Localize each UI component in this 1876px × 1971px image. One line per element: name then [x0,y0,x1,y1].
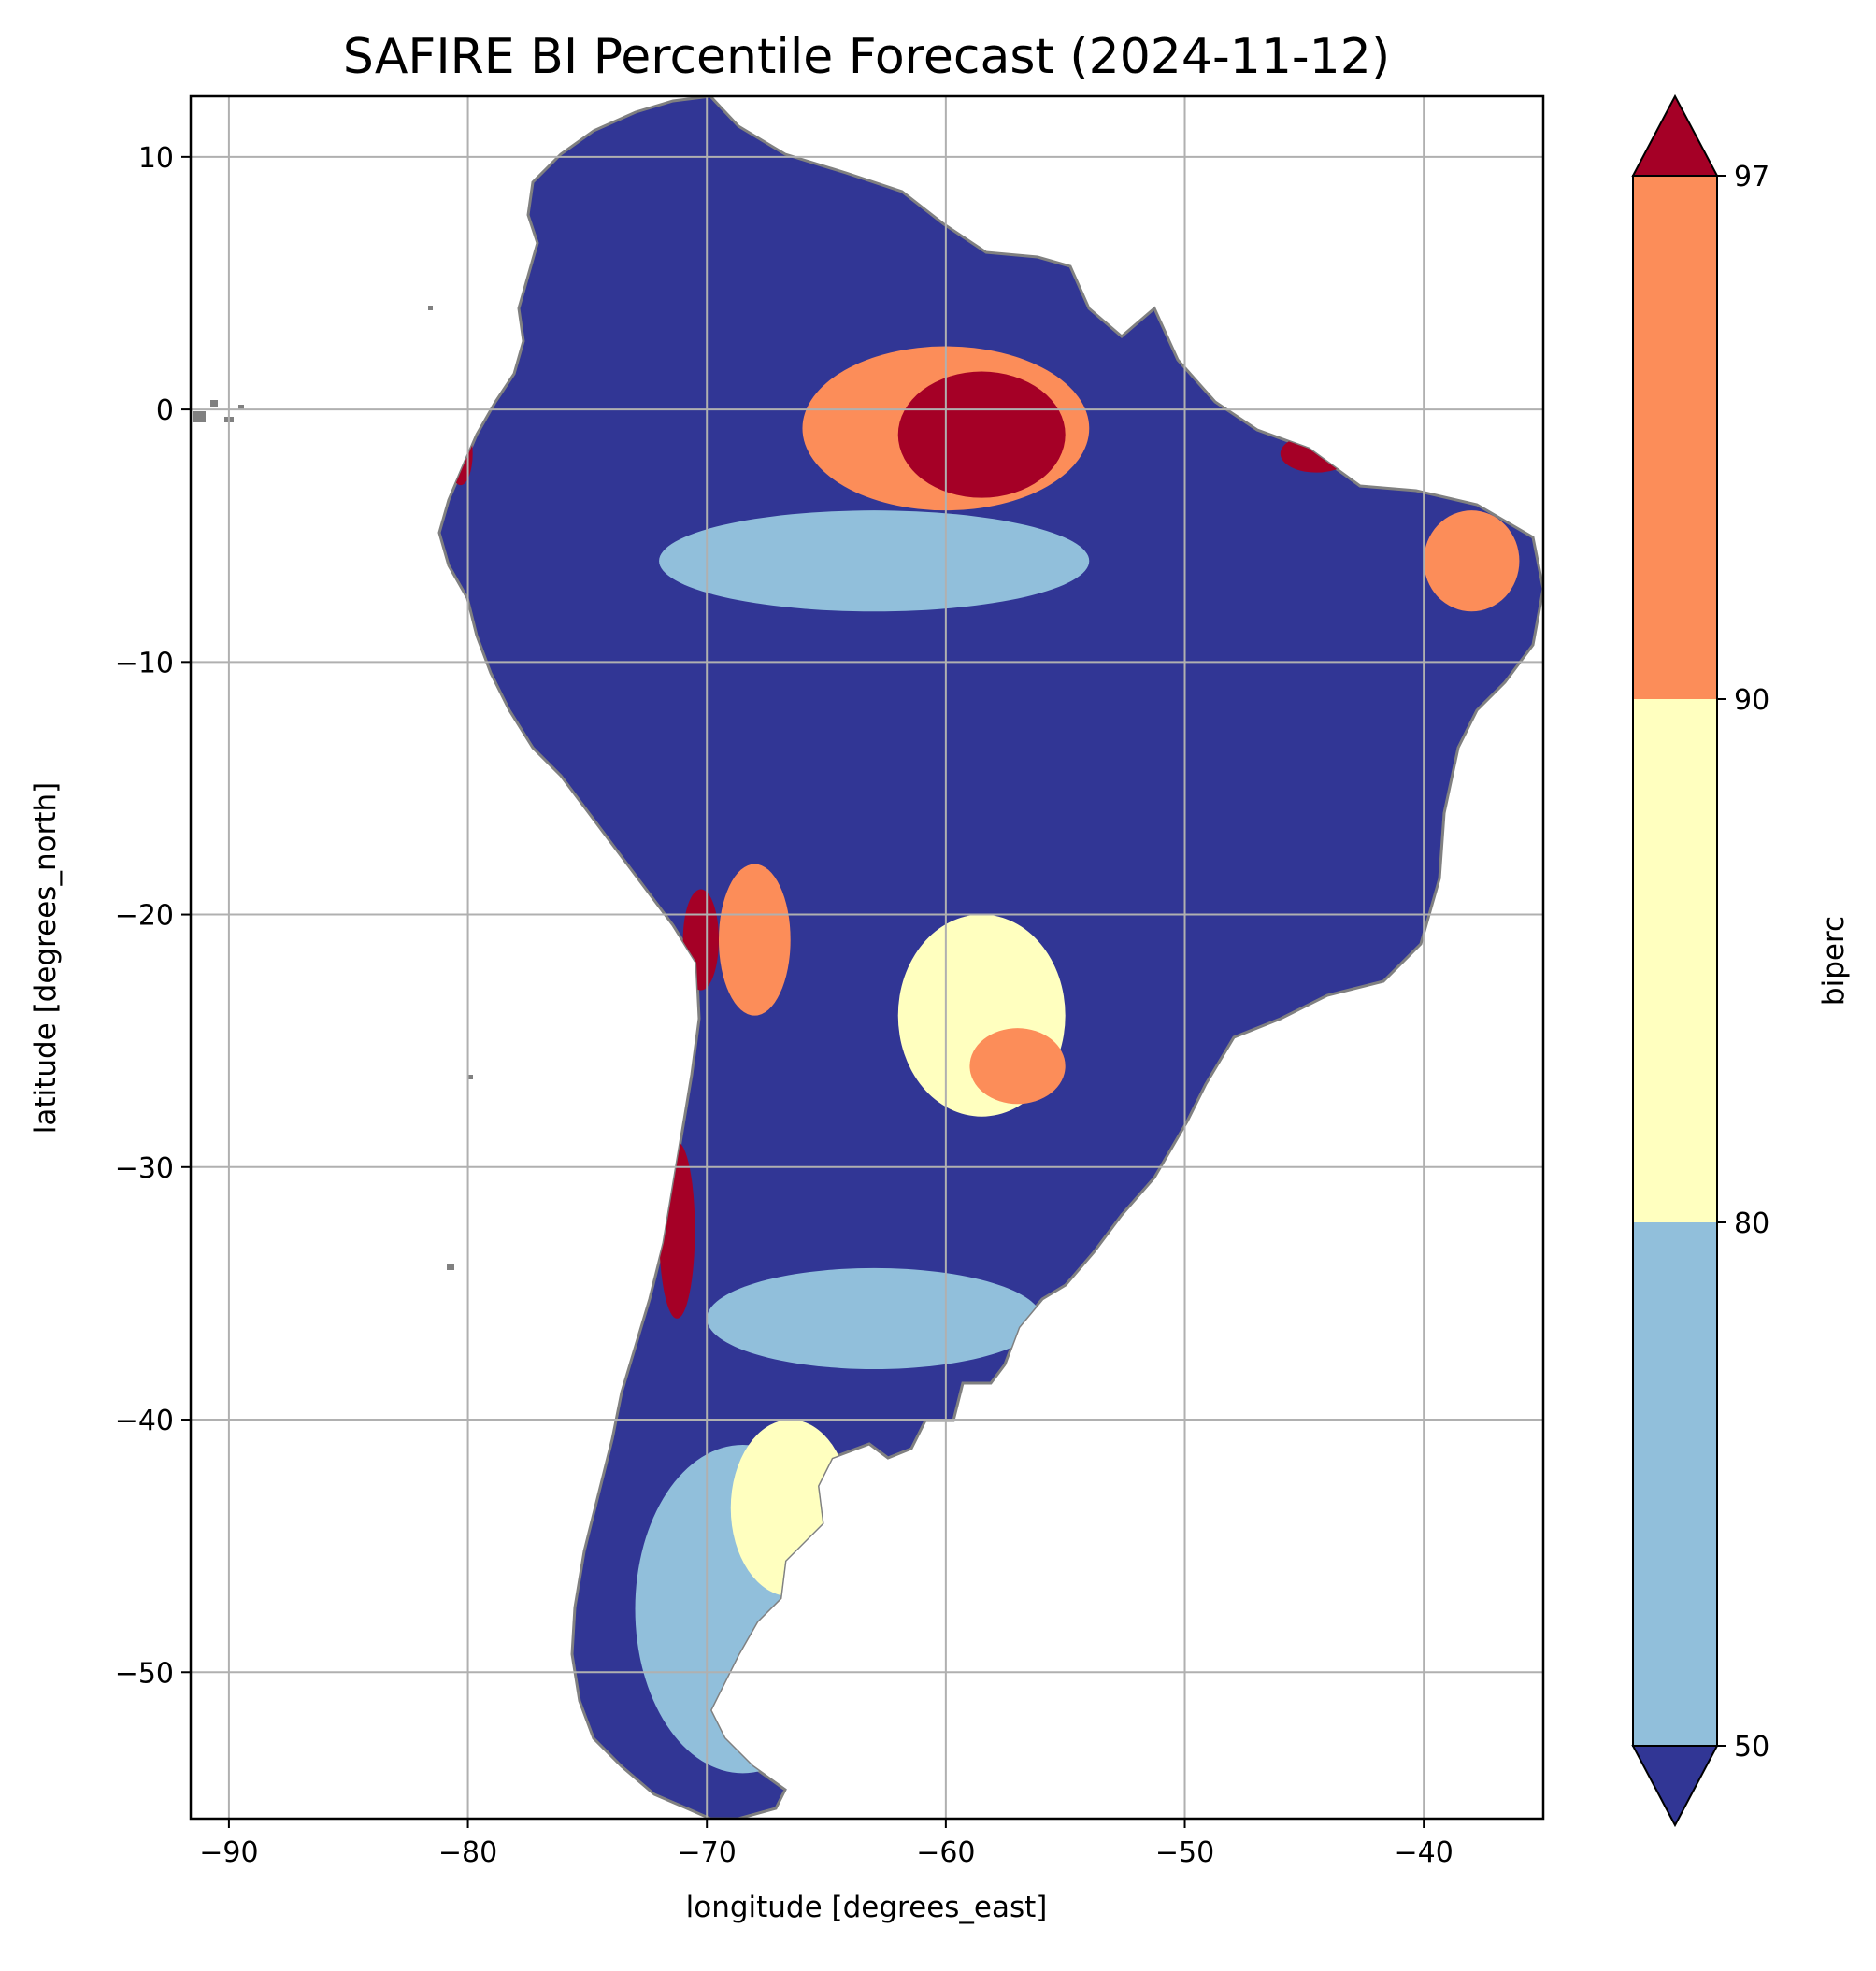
axes-frame [189,94,1545,1821]
colorbar-tick-97: 97 [1734,161,1769,193]
x-tick-label-2: −70 [678,1836,737,1869]
colorbar-tick-50: 50 [1734,1731,1769,1764]
colorbar-ticks: 97 90 80 50 [1717,161,1769,1764]
x-tick-label-3: −60 [916,1836,975,1869]
x-tick-label-4: −50 [1155,1836,1214,1869]
x-axis-ticks: −90 −80 −70 −60 −50 −40 [199,1819,1454,1869]
y-tick-label-4: −30 [115,1152,174,1185]
y-tick-label-5: −40 [115,1405,174,1437]
x-tick-label-5: −40 [1395,1836,1454,1869]
colorbar-segment-80-90 [1633,699,1717,1222]
colorbar-segment-90-97 [1633,176,1717,699]
y-tick-label-1: 0 [156,394,174,427]
colorbar-extend-bottom [1631,1745,1719,1828]
juan-fernandez-islands [447,1264,454,1270]
region-90-97-1 [718,864,791,1016]
colorbar-label: biperc [1817,916,1851,1006]
y-tick-label-6: −50 [115,1657,174,1690]
x-tick-label-0: −90 [199,1836,258,1869]
san-felix-island [467,1075,473,1079]
malpelo-island [428,306,433,310]
y-axis-ticks: 10 0 −10 −20 −30 −40 −50 [115,142,191,1690]
gridlines [191,96,1543,1819]
y-tick-label-2: −10 [115,647,174,679]
chart-title: SAFIRE BI Percentile Forecast (2024-11-1… [343,29,1390,85]
y-tick-label-0: 10 [138,142,174,175]
x-axis-label: longitude [degrees_east] [686,1891,1048,1924]
colorbar-frame [1632,175,1718,1747]
y-tick-label-3: −20 [115,900,174,933]
y-axis-label: latitude [degrees_north] [29,782,63,1134]
region-50-80-1 [707,1267,1042,1369]
colorbar-tick-90: 90 [1734,684,1769,717]
colorbar-segment-50-80 [1633,1222,1717,1746]
region-90-97-3 [1424,510,1520,612]
colorbar: 97 90 80 50 biperc [1631,93,1851,1828]
x-tick-label-1: −80 [438,1836,497,1869]
colorbar-tick-80: 80 [1734,1207,1769,1240]
region-50-80-0 [659,510,1090,612]
region-above-97-0 [897,371,1066,498]
colorbar-extend-top [1631,93,1719,177]
region-90-97-2 [969,1028,1066,1105]
map-axes: −90 −80 −70 −60 −50 −40 10 0 −10 −20 −30 −40 −50 [115,94,1545,1869]
